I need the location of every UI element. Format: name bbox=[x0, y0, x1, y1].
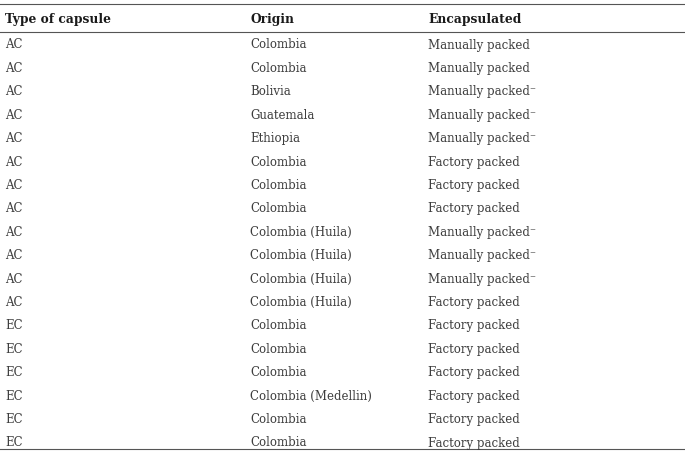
Text: Factory packed: Factory packed bbox=[428, 155, 520, 168]
Text: Factory packed: Factory packed bbox=[428, 342, 520, 355]
Text: Factory packed: Factory packed bbox=[428, 319, 520, 332]
Text: EC: EC bbox=[5, 389, 23, 402]
Text: Factory packed: Factory packed bbox=[428, 365, 520, 379]
Text: Manually packed⁻: Manually packed⁻ bbox=[428, 225, 536, 238]
Text: Manually packed: Manually packed bbox=[428, 38, 530, 51]
Text: AC: AC bbox=[5, 225, 23, 238]
Text: EC: EC bbox=[5, 319, 23, 332]
Text: AC: AC bbox=[5, 132, 23, 145]
Text: Colombia: Colombia bbox=[250, 412, 306, 425]
Text: Factory packed: Factory packed bbox=[428, 389, 520, 402]
Text: Colombia (Huila): Colombia (Huila) bbox=[250, 225, 352, 238]
Text: Manually packed⁻: Manually packed⁻ bbox=[428, 85, 536, 98]
Text: Manually packed⁻: Manually packed⁻ bbox=[428, 272, 536, 285]
Text: Encapsulated: Encapsulated bbox=[428, 12, 521, 25]
Text: AC: AC bbox=[5, 202, 23, 215]
Text: Colombia: Colombia bbox=[250, 435, 306, 449]
Text: AC: AC bbox=[5, 108, 23, 121]
Text: Manually packed⁻: Manually packed⁻ bbox=[428, 108, 536, 121]
Text: Colombia: Colombia bbox=[250, 62, 306, 75]
Text: Colombia (Huila): Colombia (Huila) bbox=[250, 272, 352, 285]
Text: Bolivia: Bolivia bbox=[250, 85, 290, 98]
Text: EC: EC bbox=[5, 365, 23, 379]
Text: Colombia: Colombia bbox=[250, 38, 306, 51]
Text: EC: EC bbox=[5, 412, 23, 425]
Text: AC: AC bbox=[5, 272, 23, 285]
Text: Colombia (Huila): Colombia (Huila) bbox=[250, 295, 352, 308]
Text: Colombia: Colombia bbox=[250, 202, 306, 215]
Text: Colombia: Colombia bbox=[250, 365, 306, 379]
Text: Manually packed⁻: Manually packed⁻ bbox=[428, 132, 536, 145]
Text: AC: AC bbox=[5, 249, 23, 262]
Text: Type of capsule: Type of capsule bbox=[5, 12, 112, 25]
Text: Ethiopia: Ethiopia bbox=[250, 132, 300, 145]
Text: Manually packed⁻: Manually packed⁻ bbox=[428, 249, 536, 262]
Text: Factory packed: Factory packed bbox=[428, 412, 520, 425]
Text: Manually packed: Manually packed bbox=[428, 62, 530, 75]
Text: AC: AC bbox=[5, 155, 23, 168]
Text: Colombia: Colombia bbox=[250, 178, 306, 192]
Text: Factory packed: Factory packed bbox=[428, 435, 520, 449]
Text: Origin: Origin bbox=[250, 12, 294, 25]
Text: EC: EC bbox=[5, 435, 23, 449]
Text: AC: AC bbox=[5, 62, 23, 75]
Text: Colombia: Colombia bbox=[250, 342, 306, 355]
Text: AC: AC bbox=[5, 295, 23, 308]
Text: Guatemala: Guatemala bbox=[250, 108, 314, 121]
Text: Factory packed: Factory packed bbox=[428, 295, 520, 308]
Text: EC: EC bbox=[5, 342, 23, 355]
Text: Colombia (Huila): Colombia (Huila) bbox=[250, 249, 352, 262]
Text: Colombia (Medellin): Colombia (Medellin) bbox=[250, 389, 372, 402]
Text: AC: AC bbox=[5, 178, 23, 192]
Text: Factory packed: Factory packed bbox=[428, 178, 520, 192]
Text: Factory packed: Factory packed bbox=[428, 202, 520, 215]
Text: AC: AC bbox=[5, 85, 23, 98]
Text: Colombia: Colombia bbox=[250, 319, 306, 332]
Text: Colombia: Colombia bbox=[250, 155, 306, 168]
Text: AC: AC bbox=[5, 38, 23, 51]
